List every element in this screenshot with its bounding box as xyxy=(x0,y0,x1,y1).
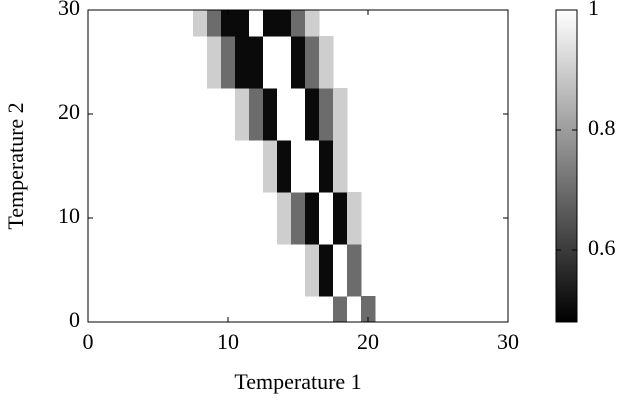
heatmap-cell xyxy=(305,140,320,193)
heatmap-cell xyxy=(319,88,334,141)
plot-frame xyxy=(87,9,509,323)
heatmap-cell xyxy=(291,140,306,193)
heatmap-cell xyxy=(347,244,362,297)
x-tick-label: 0 xyxy=(83,329,94,354)
heatmap-cell xyxy=(235,88,250,141)
colorbar-tick-label: 0.6 xyxy=(588,235,616,260)
heatmap-cell xyxy=(333,88,348,141)
colorbar-tick-label: 1 xyxy=(588,0,599,20)
heatmap-cell xyxy=(193,10,208,37)
heatmap-cell xyxy=(347,192,362,245)
x-tick-label: 10 xyxy=(217,329,239,354)
heatmap-cell xyxy=(235,36,250,89)
x-tick-label: 30 xyxy=(497,329,519,354)
heatmap-cell xyxy=(291,36,306,89)
colorbar xyxy=(555,9,578,323)
y-tick-label: 10 xyxy=(58,203,80,228)
heatmap-cell xyxy=(277,36,292,89)
heatmap-cell xyxy=(263,140,278,193)
heatmap-cell xyxy=(319,244,334,297)
y-axis-label: Temperature 2 xyxy=(3,102,28,229)
heatmap-cell xyxy=(305,36,320,89)
x-axis-label: Temperature 1 xyxy=(234,369,361,394)
x-tick-label: 20 xyxy=(357,329,379,354)
heatmap-cell xyxy=(305,10,320,37)
heatmap-cell xyxy=(263,10,278,37)
heatmap-cell xyxy=(291,192,306,245)
heatmap-cell xyxy=(249,88,264,141)
heatmap-cells xyxy=(193,10,376,322)
heatmap-cell xyxy=(305,244,320,297)
heatmap-cell xyxy=(291,88,306,141)
heatmap-cell xyxy=(249,10,264,37)
heatmap-cell xyxy=(207,10,222,37)
heatmap-cell xyxy=(221,36,236,89)
heatmap-cell xyxy=(277,88,292,141)
heatmap-cell xyxy=(347,296,362,322)
heatmap-cell xyxy=(263,36,278,89)
y-tick-label: 20 xyxy=(58,99,80,124)
heatmap-cell xyxy=(333,296,348,322)
heatmap-cell xyxy=(263,88,278,141)
heatmap-cell xyxy=(305,88,320,141)
heatmap-cell xyxy=(291,10,306,37)
heatmap-cell xyxy=(249,36,264,89)
heatmap-cell xyxy=(305,192,320,245)
heatmap-cell xyxy=(361,296,376,322)
heatmap-cell xyxy=(319,140,334,193)
heatmap-cell xyxy=(277,10,292,37)
heatmap-cell xyxy=(319,192,334,245)
colorbar-tick-label: 0.8 xyxy=(588,115,616,140)
heatmap-cell xyxy=(319,36,334,89)
heatmap-cell xyxy=(333,140,348,193)
heatmap-cell xyxy=(333,244,348,297)
heatmap-cell xyxy=(277,192,292,245)
y-tick-label: 0 xyxy=(69,307,80,332)
heatmap-cell xyxy=(333,192,348,245)
heatmap-cell xyxy=(221,10,236,37)
heatmap-cell xyxy=(235,10,250,37)
heatmap-cell xyxy=(277,140,292,193)
heatmap-cell xyxy=(207,36,222,89)
y-tick-label: 30 xyxy=(58,0,80,20)
